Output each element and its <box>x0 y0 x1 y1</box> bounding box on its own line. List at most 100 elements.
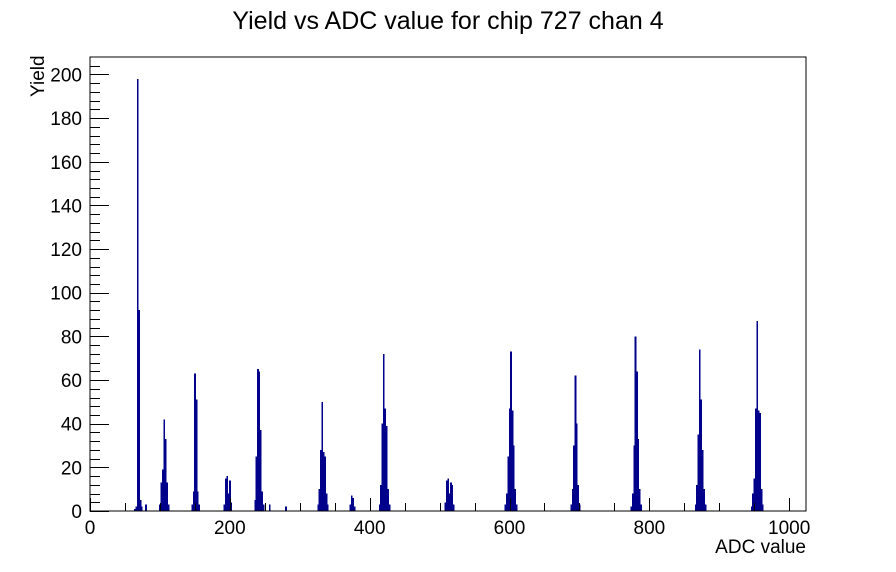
histogram-bar <box>388 504 391 511</box>
histogram-bar <box>573 445 575 511</box>
y-axis-title: Yield <box>28 55 49 97</box>
histogram-bar <box>506 493 508 511</box>
x-tick-label: 200 <box>214 518 246 539</box>
histogram-bar <box>353 506 356 511</box>
histogram-bar <box>320 449 322 511</box>
histogram-bar <box>325 493 328 511</box>
histogram-bar <box>574 375 577 511</box>
histogram-bar <box>637 438 640 511</box>
histogram-bar <box>141 506 143 511</box>
y-tick-label: 80 <box>61 327 82 348</box>
histogram-bar <box>515 504 518 511</box>
histogram-bar <box>696 484 698 511</box>
histogram-bar <box>322 452 325 511</box>
histogram-bar <box>753 478 756 511</box>
histogram-bar <box>384 408 387 511</box>
histogram-bar <box>630 506 633 511</box>
y-tick-label: 200 <box>50 66 82 87</box>
histogram-bar <box>145 504 147 511</box>
histogram-bar <box>226 476 229 511</box>
histogram-bar <box>704 504 707 511</box>
histogram-bar <box>229 480 231 511</box>
y-tick-label: 120 <box>50 240 82 261</box>
histogram-bar <box>577 484 580 511</box>
histogram-bar <box>703 489 705 511</box>
histogram-bar <box>160 482 163 512</box>
y-tick-label: 180 <box>50 109 82 130</box>
histogram-bar <box>162 469 164 511</box>
histogram-bar <box>571 489 574 511</box>
histogram-bar <box>192 491 195 511</box>
histogram-bar <box>694 504 697 511</box>
y-tick-label: 40 <box>61 415 82 436</box>
histogram-bar <box>697 434 700 511</box>
histogram-bar <box>318 489 321 511</box>
histogram-bar <box>507 456 510 511</box>
y-axis-labels: 0 20 40 60 80 100 120 140 160 180 200 <box>50 66 82 524</box>
x-tick-label: 800 <box>634 518 666 539</box>
histogram-bar <box>448 493 451 511</box>
histogram-bar <box>754 408 757 511</box>
histogram-bar <box>634 336 637 511</box>
histogram-bar <box>269 504 271 511</box>
histogram-bars <box>134 78 764 512</box>
x-tick-label: 1000 <box>768 518 810 539</box>
histogram-bar <box>761 504 764 511</box>
histogram-bar <box>757 410 760 511</box>
y-tick-label: 20 <box>61 458 82 479</box>
axis-ticks <box>90 66 790 512</box>
histogram-bar <box>166 482 168 512</box>
histogram-bar <box>327 504 329 511</box>
histogram-bar <box>317 504 319 511</box>
histogram-bar <box>224 478 227 511</box>
histogram-bar <box>352 497 354 511</box>
histogram-bar <box>387 489 389 511</box>
histogram-bar <box>227 493 230 511</box>
histogram-bar <box>194 373 196 511</box>
histogram-bar <box>513 445 515 511</box>
histogram-bar <box>223 504 226 511</box>
histogram-bar <box>262 504 265 511</box>
histogram-bar <box>504 504 507 511</box>
histogram-bar <box>261 491 264 511</box>
histogram-bar <box>636 371 638 511</box>
x-tick-label: 400 <box>354 518 386 539</box>
histogram-bar <box>349 504 352 511</box>
histogram-bar <box>450 482 452 512</box>
x-axis-title: ADC value <box>715 537 806 558</box>
histogram-bar <box>514 489 517 511</box>
histogram-bar <box>139 500 142 511</box>
y-tick-label: 160 <box>50 153 82 174</box>
histogram-bar <box>195 399 198 511</box>
histogram-bar <box>508 408 511 511</box>
histogram-bar <box>378 504 381 511</box>
x-axis-labels: 0 200 400 600 800 1000 <box>85 518 811 539</box>
histogram-bar <box>510 351 512 511</box>
histogram-bar <box>255 456 258 511</box>
histogram-bar <box>259 430 262 511</box>
histogram-bar <box>136 78 139 511</box>
histogram-bar <box>752 493 754 511</box>
histogram-bar <box>382 353 385 511</box>
chart-title: Yield vs ADC value for chip 727 chan 4 <box>232 7 664 35</box>
histogram-bar <box>324 456 326 511</box>
histogram-bar <box>701 449 704 511</box>
histogram-bar <box>756 321 759 511</box>
histogram-bar <box>254 500 257 511</box>
histogram-bar <box>381 423 384 511</box>
histogram-bar <box>138 310 140 511</box>
histogram-bar <box>750 506 753 511</box>
histogram-bar <box>575 423 578 511</box>
histogram-bar <box>760 489 763 511</box>
histogram-bar <box>640 504 642 511</box>
histogram-bar <box>196 491 199 511</box>
histogram-bar <box>511 410 514 511</box>
histogram-bar <box>191 504 194 511</box>
y-tick-label: 100 <box>50 284 82 305</box>
histogram-bar <box>447 478 449 511</box>
histogram-bar <box>385 425 388 512</box>
histogram-bar <box>135 506 138 511</box>
histogram-bar <box>759 412 761 511</box>
